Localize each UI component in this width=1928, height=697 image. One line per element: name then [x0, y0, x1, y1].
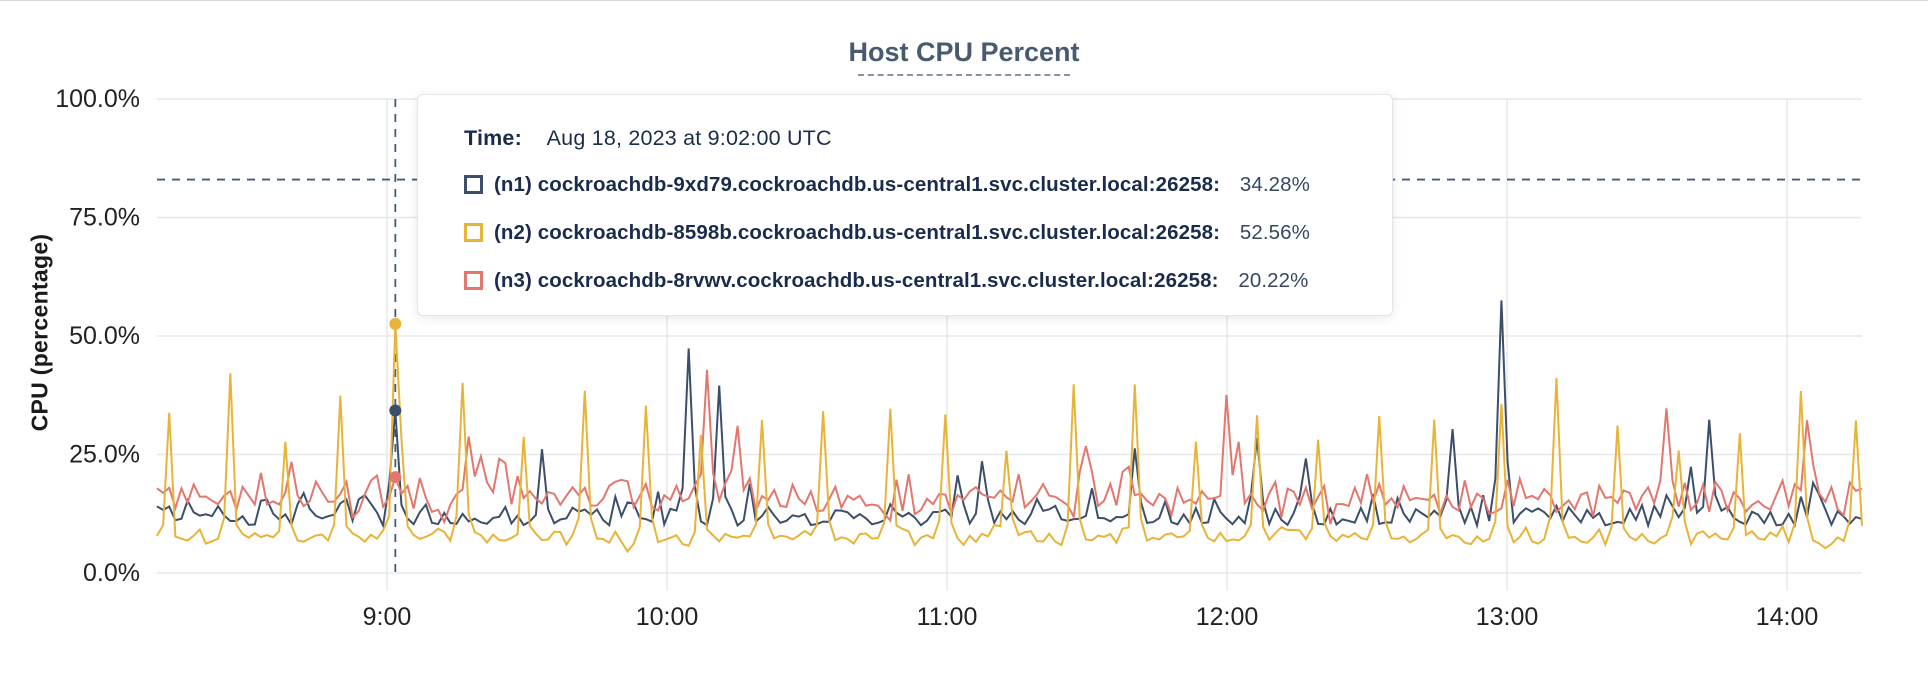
svg-text:0.0%: 0.0% — [83, 559, 140, 587]
svg-text:10:00: 10:00 — [636, 603, 699, 631]
svg-text:14:00: 14:00 — [1756, 603, 1819, 631]
svg-text:11:00: 11:00 — [917, 603, 978, 631]
svg-text:13:00: 13:00 — [1476, 603, 1539, 631]
svg-text:50.0%: 50.0% — [69, 322, 140, 350]
svg-text:100.0%: 100.0% — [55, 85, 140, 113]
svg-text:9:00: 9:00 — [363, 603, 412, 631]
svg-text:75.0%: 75.0% — [69, 204, 140, 232]
svg-text:25.0%: 25.0% — [69, 441, 140, 469]
svg-text:12:00: 12:00 — [1196, 603, 1259, 631]
